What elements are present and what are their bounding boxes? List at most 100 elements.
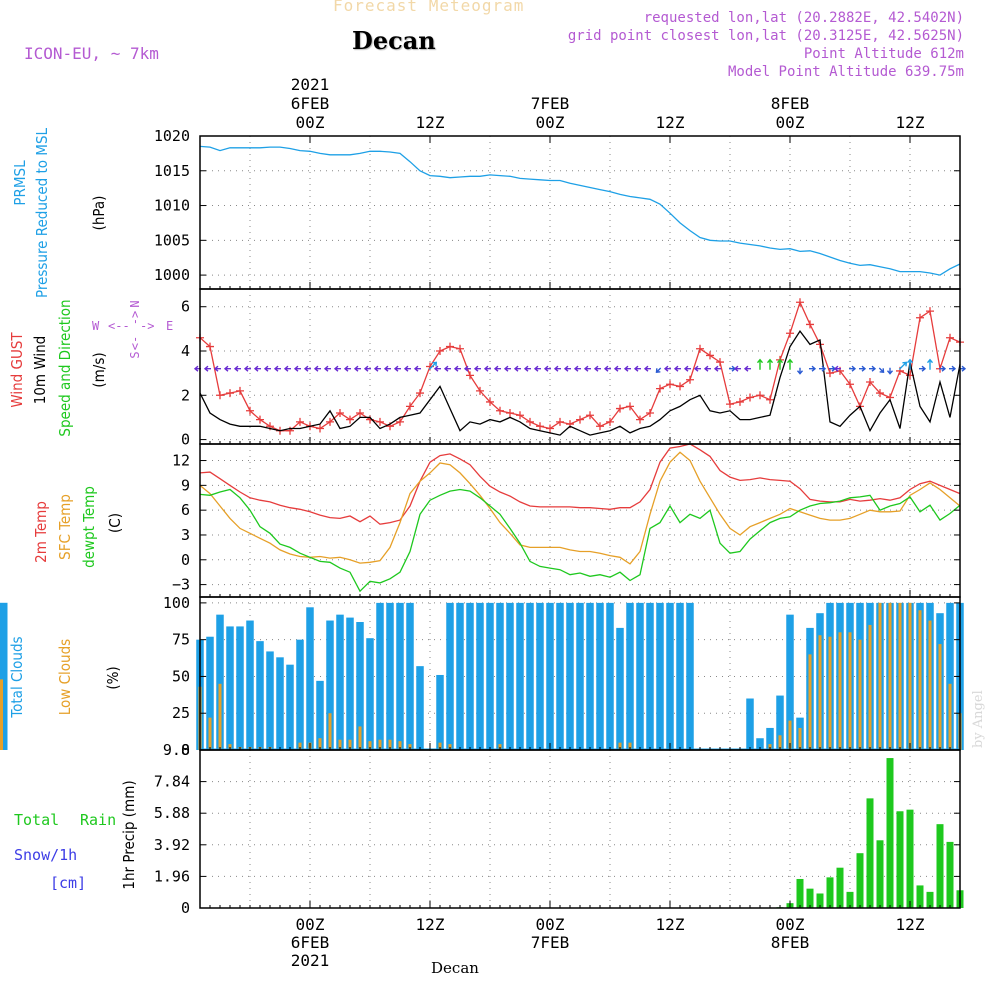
wind-direction-arrow	[583, 365, 591, 372]
wind-direction-arrow	[593, 365, 601, 372]
clouds-bar-low-clouds	[798, 727, 802, 750]
bottom-time-label: 12Z	[896, 915, 925, 934]
top-time-label: 7FEB	[531, 94, 570, 113]
precip-ytick-label: 1.96	[154, 867, 190, 885]
wind-gust-marker	[296, 417, 304, 426]
clouds-bar-low-clouds	[618, 742, 622, 750]
top-time-label: 8FEB	[771, 94, 810, 113]
clouds-bar-total-clouds	[376, 602, 384, 750]
wind-gust-marker	[346, 415, 354, 424]
panel-axis-label: (C)	[106, 513, 124, 533]
clouds-bar-low-clouds	[218, 683, 222, 750]
clouds-ytick-label: 25	[172, 704, 190, 722]
model-altitude: Model Point Altitude 639.75m	[727, 64, 964, 80]
clouds-bar-low-clouds	[318, 738, 322, 750]
pressure-ytick-label: 1010	[154, 197, 190, 215]
wind-line-wind-gust	[199, 300, 961, 432]
wind-direction-arrow	[223, 365, 231, 372]
precip-bar-total-rain	[926, 891, 934, 908]
precip-bar-total-rain	[816, 893, 824, 908]
clouds-bar-total-clouds	[666, 602, 674, 750]
wind-direction-arrow	[833, 365, 841, 372]
clouds-bar-low-clouds	[388, 739, 392, 750]
pressure-ytick-label: 1000	[154, 266, 190, 284]
precip-bar-total-rain	[886, 758, 894, 908]
clouds-bar-low-clouds	[888, 602, 892, 750]
wind-gust-marker	[506, 409, 514, 417]
clouds-bar-total-clouds	[546, 602, 554, 750]
compass-n: N	[128, 300, 142, 307]
wind-ytick-label: 0	[181, 431, 190, 449]
clouds-bar-total-clouds	[556, 602, 564, 750]
wind-gust-marker	[216, 391, 224, 400]
wind-direction-arrow	[533, 365, 541, 372]
wind-direction-arrow	[776, 358, 784, 370]
compass-e: E	[166, 319, 173, 333]
clouds-bar-low-clouds	[928, 620, 932, 750]
clouds-bar-low-clouds	[868, 624, 872, 750]
clouds-bar-low-clouds	[918, 610, 922, 750]
pressure-ytick-label: 1020	[154, 127, 190, 145]
wind-direction-arrow	[849, 365, 857, 372]
wind-direction-arrow	[573, 365, 581, 372]
grid-layer	[200, 135, 960, 909]
wind-direction-arrow	[643, 365, 651, 372]
precip-ytick-label: 7.84	[154, 773, 190, 791]
wind-gust-marker	[686, 375, 694, 384]
clouds-bar-total-clouds	[786, 614, 794, 750]
wind-direction-arrow	[333, 365, 341, 372]
wind-gust-marker	[746, 393, 754, 402]
wind-direction-arrow	[703, 365, 711, 372]
wind-gust-marker	[416, 389, 424, 398]
clouds-bar-total-clouds	[746, 698, 754, 750]
wind-gust-marker	[826, 369, 834, 378]
wind-gust-marker	[496, 406, 504, 415]
precip-bar-total-rain	[946, 841, 954, 908]
clouds-bar-total-clouds	[676, 602, 684, 750]
precip-bar-total-rain	[896, 811, 904, 908]
clouds-bar-low-clouds	[348, 739, 352, 750]
wind-direction-arrow	[613, 365, 621, 372]
top-time-label: 00Z	[536, 113, 565, 132]
wind-gust-marker	[466, 371, 474, 380]
clouds-bar-total-clouds	[766, 727, 774, 750]
clouds-bar-total-clouds	[316, 680, 324, 750]
clouds-bar-total-clouds	[586, 602, 594, 750]
clouds-bar-low-clouds	[848, 632, 852, 750]
wind-direction-arrow	[949, 365, 957, 372]
wind-direction-arrow	[693, 365, 701, 372]
clouds-bar-total-clouds	[266, 651, 274, 750]
wind-gust-marker	[476, 386, 484, 395]
wind-direction-arrow	[673, 365, 681, 372]
pressure-ytick-label: 1015	[154, 162, 190, 180]
bottom-time-label: 00Z	[536, 915, 565, 934]
compass-arrow-west: <--	[108, 319, 130, 333]
wind-gust-marker	[846, 380, 854, 389]
wind-gust-marker	[876, 389, 884, 398]
panel-axis-label: 2m Temp	[32, 501, 50, 563]
clouds-ytick-label: 50	[172, 667, 190, 685]
panel-axis-label: (hPa)	[90, 196, 108, 231]
temperature-line-dewpt-temp	[199, 488, 961, 593]
wind-gust-marker	[616, 404, 624, 413]
temperature-line-2m-temp	[199, 443, 961, 525]
wind-direction-arrow	[473, 365, 481, 372]
lines-layer	[195, 146, 967, 593]
wind-gust-marker	[236, 386, 244, 395]
clouds-bar-total-clouds	[416, 666, 424, 750]
grid-point: grid point closest lon,lat (20.3125E, 42…	[567, 28, 964, 44]
wind-gust-marker	[486, 397, 494, 406]
wind-direction-arrow	[926, 358, 934, 370]
clouds-bar-low-clouds	[788, 720, 792, 750]
wind-gust-marker	[786, 329, 794, 338]
panel-axis-label: (m/s)	[90, 352, 108, 387]
clouds-bar-total-clouds	[356, 622, 364, 750]
temperature-ytick-label: −3	[172, 576, 190, 594]
clouds-bar-low-clouds	[938, 644, 942, 750]
clouds-bar-total-clouds	[946, 602, 954, 750]
panel-axis-label: (%)	[104, 666, 122, 689]
wind-gust-marker	[586, 411, 594, 420]
temperature-ytick-label: 0	[181, 551, 190, 569]
bottom-time-label: 6FEB	[291, 933, 330, 952]
